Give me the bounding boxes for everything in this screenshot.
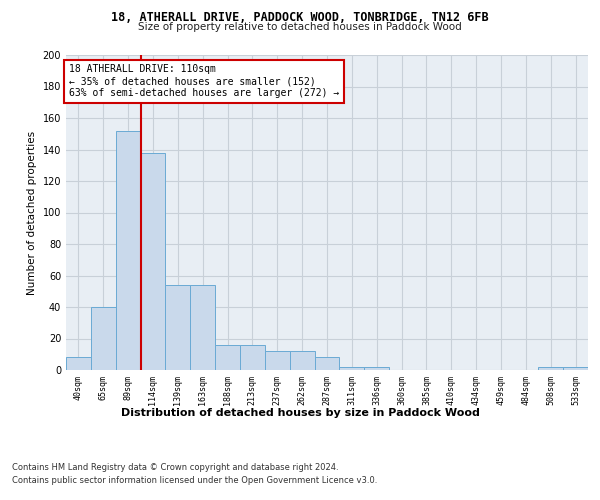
Bar [91,307,116,370]
Bar [265,351,290,370]
Bar [240,345,265,370]
Bar [340,367,364,370]
Bar [66,358,91,370]
Bar [538,367,563,370]
Text: 18, ATHERALL DRIVE, PADDOCK WOOD, TONBRIDGE, TN12 6FB: 18, ATHERALL DRIVE, PADDOCK WOOD, TONBRI… [111,11,489,24]
Bar [314,358,340,370]
Bar [190,285,215,370]
Bar [116,130,140,370]
Text: Size of property relative to detached houses in Paddock Wood: Size of property relative to detached ho… [138,22,462,32]
Bar [563,367,588,370]
Bar [140,152,166,370]
Text: Contains HM Land Registry data © Crown copyright and database right 2024.: Contains HM Land Registry data © Crown c… [12,462,338,471]
Bar [215,345,240,370]
Text: Distribution of detached houses by size in Paddock Wood: Distribution of detached houses by size … [121,408,479,418]
Bar [364,367,389,370]
Text: Contains public sector information licensed under the Open Government Licence v3: Contains public sector information licen… [12,476,377,485]
Bar [166,285,190,370]
Y-axis label: Number of detached properties: Number of detached properties [27,130,37,294]
Bar [290,351,314,370]
Text: 18 ATHERALL DRIVE: 110sqm
← 35% of detached houses are smaller (152)
63% of semi: 18 ATHERALL DRIVE: 110sqm ← 35% of detac… [68,64,339,98]
